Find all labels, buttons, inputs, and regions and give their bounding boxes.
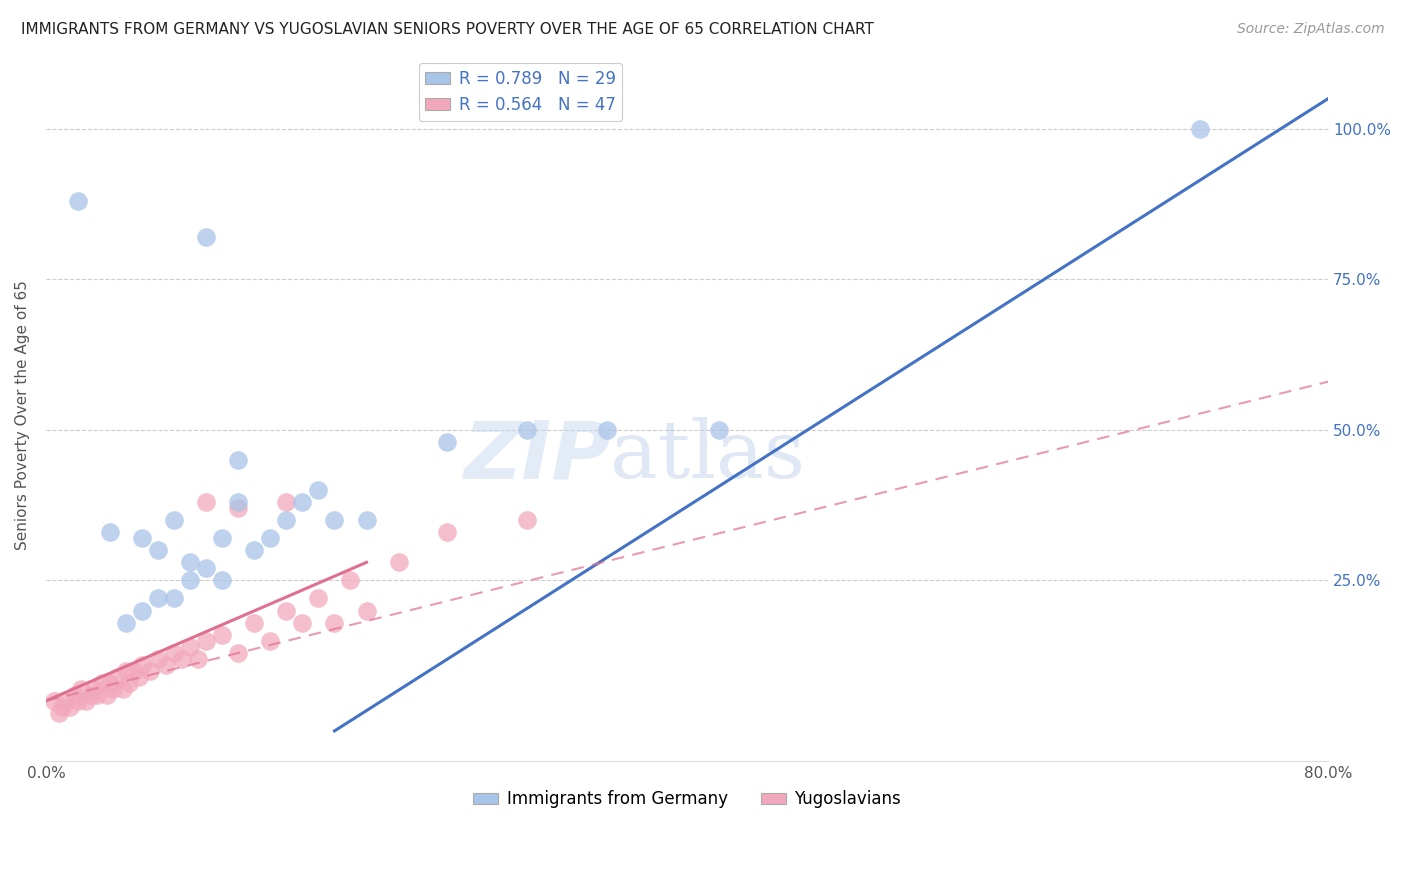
Point <box>155 657 177 672</box>
Point <box>179 555 201 569</box>
Point <box>195 633 218 648</box>
Point <box>146 651 169 665</box>
Point <box>179 574 201 588</box>
Point <box>276 513 298 527</box>
Point <box>172 651 194 665</box>
Point <box>51 699 73 714</box>
Point <box>98 525 121 540</box>
Point <box>42 694 65 708</box>
Point <box>187 651 209 665</box>
Point <box>276 603 298 617</box>
Point <box>111 681 134 696</box>
Point <box>356 603 378 617</box>
Point <box>163 591 186 606</box>
Point <box>96 688 118 702</box>
Point <box>139 664 162 678</box>
Point <box>243 615 266 630</box>
Point <box>226 501 249 516</box>
Point <box>179 640 201 654</box>
Point <box>115 615 138 630</box>
Point <box>66 194 89 208</box>
Point <box>103 681 125 696</box>
Point <box>53 694 76 708</box>
Point <box>259 633 281 648</box>
Text: ZIP: ZIP <box>463 417 610 495</box>
Point <box>131 657 153 672</box>
Point <box>339 574 361 588</box>
Legend: Immigrants from Germany, Yugoslavians: Immigrants from Germany, Yugoslavians <box>467 784 908 815</box>
Point <box>259 531 281 545</box>
Point <box>211 627 233 641</box>
Point <box>48 706 70 720</box>
Point <box>131 531 153 545</box>
Point <box>75 694 97 708</box>
Text: IMMIGRANTS FROM GERMANY VS YUGOSLAVIAN SENIORS POVERTY OVER THE AGE OF 65 CORREL: IMMIGRANTS FROM GERMANY VS YUGOSLAVIAN S… <box>21 22 875 37</box>
Point <box>83 681 105 696</box>
Point <box>516 423 538 437</box>
Point <box>195 561 218 575</box>
Point <box>80 688 103 702</box>
Point <box>128 670 150 684</box>
Point <box>226 646 249 660</box>
Point <box>163 646 186 660</box>
Point <box>91 675 114 690</box>
Point <box>131 603 153 617</box>
Point <box>211 574 233 588</box>
Point <box>276 495 298 509</box>
Point <box>436 525 458 540</box>
Point <box>59 699 82 714</box>
Point <box>323 513 346 527</box>
Point <box>707 423 730 437</box>
Point <box>307 591 329 606</box>
Point <box>146 591 169 606</box>
Point <box>70 681 93 696</box>
Point <box>516 513 538 527</box>
Text: Source: ZipAtlas.com: Source: ZipAtlas.com <box>1237 22 1385 37</box>
Text: atlas: atlas <box>610 417 806 495</box>
Point <box>118 675 141 690</box>
Point <box>195 230 218 244</box>
Point <box>107 670 129 684</box>
Point <box>115 664 138 678</box>
Point <box>436 434 458 449</box>
Point <box>387 555 409 569</box>
Point <box>146 543 169 558</box>
Point <box>307 483 329 497</box>
Y-axis label: Seniors Poverty Over the Age of 65: Seniors Poverty Over the Age of 65 <box>15 280 30 549</box>
Point <box>122 664 145 678</box>
Point <box>163 513 186 527</box>
Point <box>291 615 314 630</box>
Point <box>195 495 218 509</box>
Point <box>86 688 108 702</box>
Point <box>596 423 619 437</box>
Point <box>356 513 378 527</box>
Point <box>291 495 314 509</box>
Point <box>323 615 346 630</box>
Point <box>226 495 249 509</box>
Point <box>63 688 86 702</box>
Point <box>98 675 121 690</box>
Point <box>1188 121 1211 136</box>
Point <box>211 531 233 545</box>
Point <box>66 694 89 708</box>
Point <box>243 543 266 558</box>
Point <box>226 453 249 467</box>
